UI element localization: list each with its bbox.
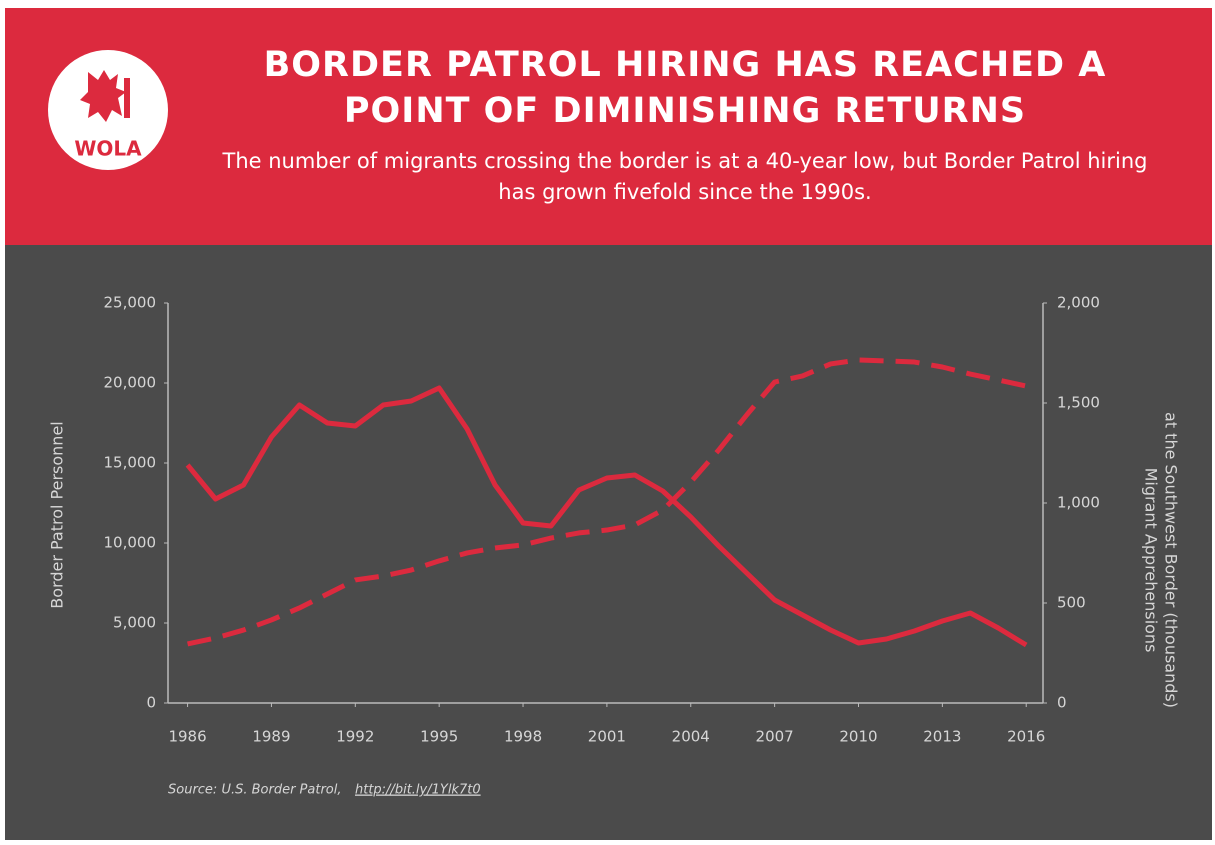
y2-tick-label: 1,500 xyxy=(1057,394,1100,412)
y2-tick-label: 2,000 xyxy=(1057,294,1100,312)
source: Source: U.S. Border Patrol, xyxy=(168,783,342,798)
x-tick-label: 2016 xyxy=(1007,728,1045,746)
x-tick-label: 1995 xyxy=(420,728,458,746)
x-tick-label: 2013 xyxy=(923,728,961,746)
y-tick-label: 20,000 xyxy=(104,374,157,392)
y2-tick-label: 500 xyxy=(1057,594,1086,612)
x-tick-label: 2004 xyxy=(672,728,710,746)
logo-emblem xyxy=(124,78,130,118)
y-tick-label: 0 xyxy=(146,694,156,712)
chart-title: BORDER PATROL HIRING HAS REACHED A POINT… xyxy=(263,45,1107,131)
y2-axis-label: at the Southwest Border (thousands) xyxy=(1162,412,1181,708)
y-axis-label: Border Patrol Personnel xyxy=(48,421,67,608)
logo-emblem xyxy=(80,70,126,122)
y-tick-label: 5,000 xyxy=(113,614,156,632)
x-tick-label: 1998 xyxy=(504,728,542,746)
x-tick-label: 1992 xyxy=(336,728,374,746)
y-tick-label: 10,000 xyxy=(104,534,157,552)
x-tick-label: 1989 xyxy=(252,728,290,746)
y-tick-label: 15,000 xyxy=(104,454,157,472)
y2-tick-label: 1,000 xyxy=(1057,494,1100,512)
series-line xyxy=(185,385,1028,648)
source-link[interactable]: http://bit.ly/1Ylk7t0 xyxy=(355,783,481,798)
x-tick-label: 2010 xyxy=(839,728,877,746)
logo-text: WOLA xyxy=(74,137,142,161)
header xyxy=(5,8,1212,245)
series-line xyxy=(187,357,1027,647)
chart-panel xyxy=(5,245,1212,840)
y2-tick-label: 0 xyxy=(1057,694,1067,712)
y-tick-label: 25,000 xyxy=(104,294,157,312)
y2-axis-label: Migrant Apprehensions xyxy=(1142,468,1161,653)
x-tick-label: 2001 xyxy=(588,728,626,746)
x-tick-label: 1986 xyxy=(168,728,206,746)
chart-subtitle: The number of migrants crossing the bord… xyxy=(222,149,1148,204)
x-tick-label: 2007 xyxy=(756,728,794,746)
